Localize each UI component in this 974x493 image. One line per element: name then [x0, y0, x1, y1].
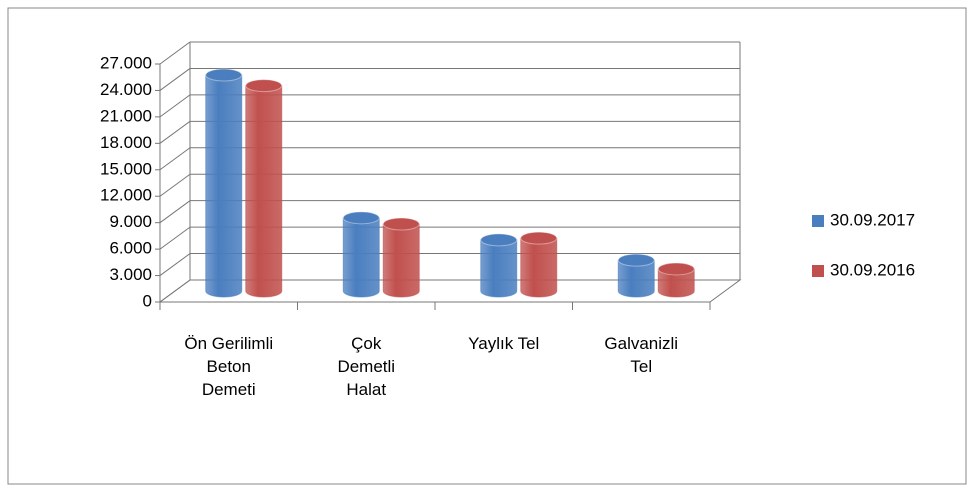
- y-tick-label: 0: [143, 291, 152, 310]
- bar-top: [245, 79, 283, 93]
- y-tick-label: 18.000: [100, 133, 152, 152]
- y-tick-label: 15.000: [100, 159, 152, 178]
- legend-label: 30.09.2016: [830, 260, 915, 279]
- side-grid-line: [159, 68, 191, 91]
- bar-body: [657, 268, 695, 298]
- bar: [657, 262, 695, 298]
- bar-top: [382, 217, 420, 231]
- bar-top: [617, 253, 655, 267]
- side-grid-line: [159, 173, 191, 197]
- y-tick-label: 27.000: [100, 53, 152, 72]
- bar: [245, 79, 283, 298]
- side-grid-line: [159, 94, 191, 118]
- bar: [617, 253, 655, 298]
- bar-body: [617, 259, 655, 298]
- bar: [480, 233, 518, 298]
- bar: [520, 231, 558, 298]
- y-tick-label: 24.000: [100, 80, 152, 99]
- bar-body: [342, 217, 380, 298]
- bar-body: [245, 85, 283, 298]
- legend-swatch: [812, 265, 824, 277]
- bar: [205, 68, 243, 298]
- side-grid-line: [159, 253, 191, 276]
- bar-body: [205, 74, 243, 298]
- legend-swatch: [812, 215, 824, 227]
- bar-top: [205, 68, 243, 82]
- y-tick-label: 3.000: [109, 265, 152, 284]
- x-tick-label: Çok Demetli Halat: [337, 334, 396, 399]
- y-tick-label: 12.000: [100, 186, 152, 205]
- side-grid-line: [159, 120, 191, 144]
- bar-top: [657, 262, 695, 276]
- bar: [342, 211, 380, 298]
- x-tick-label: Ön Gerilimli Beton Demeti: [184, 334, 274, 399]
- x-tick-label: Yaylık Tel: [468, 334, 540, 353]
- bar: [382, 217, 420, 298]
- legend-label: 30.09.2017: [830, 210, 915, 229]
- bar-body: [520, 237, 558, 298]
- y-tick-label: 6.000: [109, 239, 152, 258]
- side-grid-line: [159, 41, 191, 65]
- side-grid-line: [159, 279, 191, 303]
- bar-top: [520, 231, 558, 245]
- bar-top: [342, 211, 380, 225]
- bar-body: [382, 223, 420, 298]
- y-tick-label: 9.000: [109, 212, 152, 231]
- side-grid-line: [159, 226, 191, 250]
- bar-body: [480, 239, 518, 298]
- bar-top: [480, 233, 518, 247]
- side-grid-line: [159, 147, 191, 171]
- x-tick-label: Galvanizli Tel: [604, 334, 679, 376]
- y-tick-label: 21.000: [100, 106, 152, 125]
- side-grid-line: [159, 200, 191, 224]
